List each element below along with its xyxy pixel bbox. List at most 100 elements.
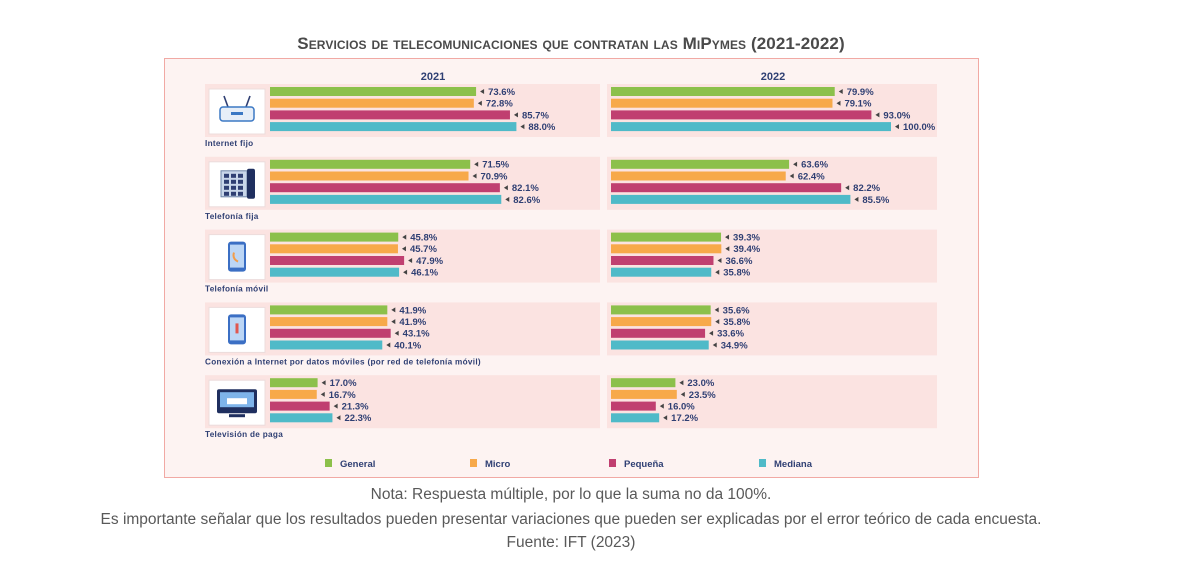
data-label-0-2022-General: 79.9% [847,87,874,98]
value-arrow-0-2022-3 [895,124,899,130]
bar-1-2021-Micro [270,171,469,181]
value-arrow-3-2021-1 [391,319,396,325]
data-label-0-2022-Micro: 79.1% [844,99,871,110]
value-arrow-3-2021-3 [386,342,391,348]
value-arrow-3-2022-1 [715,319,720,325]
data-label-2-2022-Micro: 39.4% [733,244,760,255]
bar-2-2022-Pequeña [611,256,714,265]
bar-0-2021-General [270,87,477,96]
value-arrow-4-2022-2 [659,403,664,409]
data-label-2-2021-General: 45.8% [410,233,437,244]
mobile-data-symbol [235,323,239,334]
value-arrow-1-2022-0 [793,161,798,167]
phone-key [231,185,236,190]
value-arrow-0-2021-0 [480,89,485,94]
phone-key [238,191,243,196]
category-label-3: Conexión a Internet por datos móviles (p… [205,357,481,366]
data-label-4-2021-Pequeña: 21.3% [342,402,369,413]
value-arrow-3-2022-0 [714,307,719,313]
data-label-3-2021-Mediana: 40.1% [394,340,421,351]
phone-key [238,173,243,178]
bar-1-2021-General [270,159,471,169]
bar-1-2022-Pequeña [611,183,842,193]
data-label-3-2022-Pequeña: 33.6% [717,329,744,340]
legend-label-Pequeña: Pequeña [624,459,664,470]
bar-2-2021-Pequeña [270,256,405,265]
bar-3-2022-Micro [611,317,712,327]
data-label-0-2021-Micro: 72.8% [486,99,513,110]
bar-4-2021-Micro [270,389,317,399]
mobile-data-icon [228,314,246,345]
tv-icon [217,389,257,418]
category-label-0: Internet fijo [205,139,253,148]
value-arrow-1-2021-0 [474,161,479,167]
tv-stand [229,414,245,418]
legend-label-Micro: Micro [485,459,511,470]
bar-4-2021-General [270,378,318,388]
value-arrow-1-2021-3 [505,196,510,202]
phone-key [238,185,243,190]
value-arrow-2-2021-0 [402,234,407,240]
phone-key [231,179,236,184]
data-label-1-2021-General: 71.5% [482,160,509,171]
value-arrow-0-2021-3 [520,124,525,130]
value-arrow-2-2021-2 [408,258,413,263]
data-label-3-2021-General: 41.9% [399,305,426,316]
data-label-0-2021-Mediana: 88.0% [528,122,555,133]
panel-header-2022: 2022 [761,71,785,83]
data-label-2-2022-General: 39.3% [733,233,760,244]
value-arrow-1-2022-2 [845,185,850,191]
value-arrow-1-2021-2 [503,185,508,191]
router-icon [219,95,255,122]
category-label-4: Televisión de paga [205,430,283,439]
landline-phone-icon [220,168,255,199]
mobile-phone-icon [228,241,246,272]
bar-4-2022-Micro [611,389,677,399]
category-label-1: Telefonía fija [205,212,259,221]
phone-key [231,173,236,178]
data-label-0-2021-General: 73.6% [488,87,515,98]
bar-3-2022-Mediana [611,340,709,350]
bar-0-2022-General [611,87,835,96]
data-label-1-2022-General: 63.6% [801,160,828,171]
bar-0-2022-Micro [611,98,833,108]
phone-key [231,191,236,196]
data-label-3-2021-Micro: 41.9% [399,317,426,328]
bar-0-2022-Pequeña [611,110,872,120]
value-arrow-0-2021-1 [477,100,482,106]
router-light [231,112,243,115]
mobile-screen [230,244,244,268]
router-antenna-left [223,95,229,108]
value-arrow-1-2022-3 [854,196,859,202]
bar-4-2021-Pequeña [270,401,330,411]
note-variation: Es importante señalar que los resultados… [100,511,1042,528]
bar-0-2021-Micro [270,98,474,108]
data-label-4-2022-General: 23.0% [687,378,714,389]
value-arrow-4-2022-0 [679,380,684,386]
bar-3-2021-General [270,305,388,315]
source-note: Fuente: IFT (2023) [506,534,636,551]
value-arrow-1-2022-1 [789,173,794,179]
bar-4-2022-Mediana [611,413,660,423]
value-arrow-0-2021-2 [513,112,518,118]
data-label-3-2022-Mediana: 34.9% [721,340,748,351]
data-label-2-2021-Micro: 45.7% [410,244,437,255]
legend-swatch-Pequeña [609,459,616,467]
phone-key [238,179,243,184]
value-arrow-2-2022-0 [725,234,730,240]
chart-svg: 2021 2022 Internet fijo 73.6%72.8% 85.7%88.0… [205,71,937,470]
value-arrow-0-2022-2 [875,112,880,118]
value-arrow-4-2021-1 [320,391,325,397]
value-arrow-2-2021-3 [403,269,408,275]
phone-key [224,173,229,178]
data-label-3-2022-General: 35.6% [723,305,750,316]
bar-2-2022-General [611,232,722,242]
data-label-0-2022-Mediana: 100.0% [903,122,936,133]
bar-3-2022-General [611,305,711,315]
tv-content [227,398,247,405]
bar-4-2022-Pequeña [611,401,656,411]
bar-3-2021-Micro [270,317,388,327]
mobile-call-symbol [232,252,239,263]
data-label-4-2021-General: 17.0% [330,378,357,389]
bar-1-2022-Micro [611,171,786,181]
